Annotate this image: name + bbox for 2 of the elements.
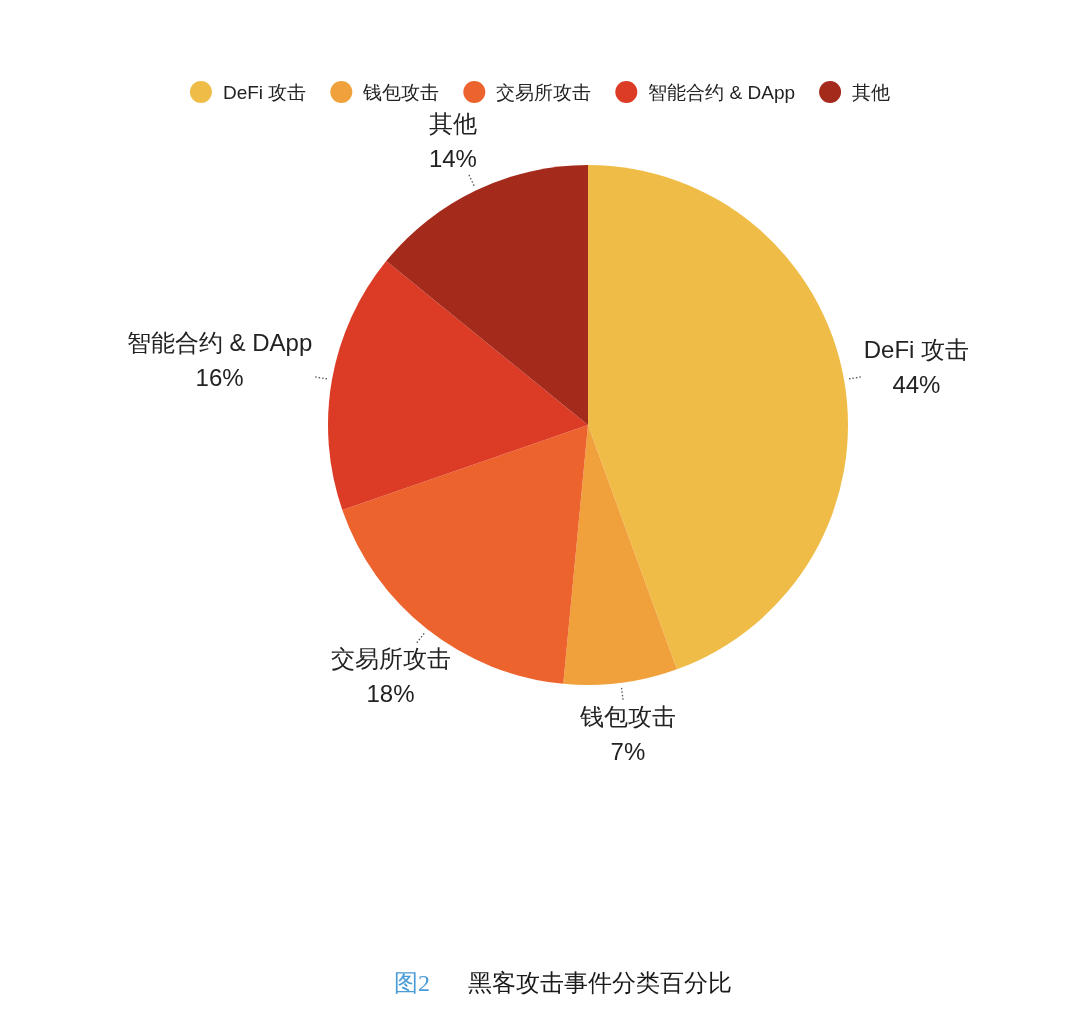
annotation: 黑客攻击事件分类百分比 [468, 970, 732, 996]
annotation: 图2 [394, 970, 430, 996]
